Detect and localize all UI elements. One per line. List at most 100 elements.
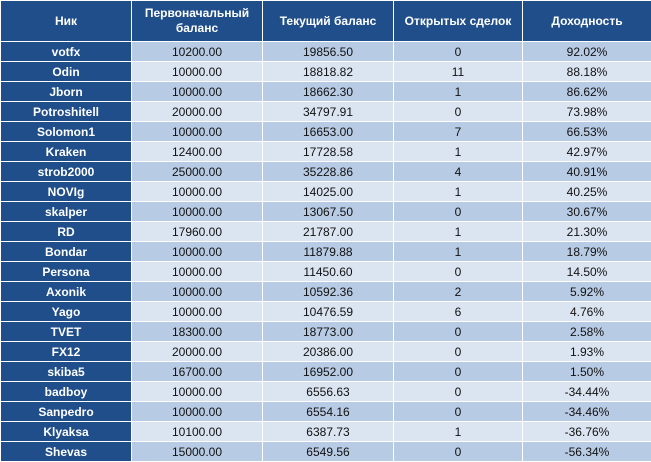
cell-initial-balance: 10000.00: [132, 382, 263, 402]
cell-return: 14.50%: [523, 262, 651, 282]
cell-open-trades: 0: [394, 322, 523, 342]
cell-open-trades: 0: [394, 102, 523, 122]
cell-nick: strob2000: [1, 162, 132, 182]
cell-return: 2.58%: [523, 322, 651, 342]
cell-open-trades: 0: [394, 362, 523, 382]
cell-return: 40.25%: [523, 182, 651, 202]
cell-return: 4.76%: [523, 302, 651, 322]
cell-nick: FX12: [1, 342, 132, 362]
cell-nick: votfx: [1, 42, 132, 62]
cell-current-balance: 6554.16: [263, 402, 394, 422]
cell-return: 73.98%: [523, 102, 651, 122]
cell-open-trades: 0: [394, 382, 523, 402]
cell-current-balance: 18818.82: [263, 62, 394, 82]
cell-nick: Axonik: [1, 282, 132, 302]
cell-open-trades: 1: [394, 422, 523, 442]
cell-current-balance: 13067.50: [263, 202, 394, 222]
cell-current-balance: 16952.00: [263, 362, 394, 382]
cell-current-balance: 6387.73: [263, 422, 394, 442]
cell-initial-balance: 10000.00: [132, 202, 263, 222]
cell-return: 1.93%: [523, 342, 651, 362]
cell-return: 30.67%: [523, 202, 651, 222]
cell-initial-balance: 10100.00: [132, 422, 263, 442]
cell-open-trades: 11: [394, 62, 523, 82]
cell-open-trades: 0: [394, 42, 523, 62]
cell-nick: Sanpedro: [1, 402, 132, 422]
cell-nick: NOVIg: [1, 182, 132, 202]
cell-initial-balance: 10000.00: [132, 122, 263, 142]
cell-nick: Bondar: [1, 242, 132, 262]
cell-current-balance: 6549.56: [263, 442, 394, 462]
cell-initial-balance: 17960.00: [132, 222, 263, 242]
cell-initial-balance: 15000.00: [132, 442, 263, 462]
cell-open-trades: 0: [394, 442, 523, 462]
cell-nick: Solomon1: [1, 122, 132, 142]
cell-current-balance: 14025.00: [263, 182, 394, 202]
cell-return: 88.18%: [523, 62, 651, 82]
cell-nick: Shevas: [1, 442, 132, 462]
cell-return: 42.97%: [523, 142, 651, 162]
cell-current-balance: 16653.00: [263, 122, 394, 142]
cell-current-balance: 10476.59: [263, 302, 394, 322]
cell-open-trades: 1: [394, 222, 523, 242]
cell-current-balance: 19856.50: [263, 42, 394, 62]
cell-return: 92.02%: [523, 42, 651, 62]
cell-initial-balance: 10000.00: [132, 262, 263, 282]
header-row: Ник Первоначальный баланс Текущий баланс…: [1, 1, 651, 42]
cell-nick: Jborn: [1, 82, 132, 102]
cell-return: 66.53%: [523, 122, 651, 142]
cell-nick: badboy: [1, 382, 132, 402]
cell-nick: TVET: [1, 322, 132, 342]
cell-open-trades: 6: [394, 302, 523, 322]
cell-initial-balance: 10000.00: [132, 62, 263, 82]
cell-initial-balance: 10000.00: [132, 182, 263, 202]
cell-open-trades: 1: [394, 182, 523, 202]
cell-return: 18.79%: [523, 242, 651, 262]
cell-initial-balance: 20000.00: [132, 342, 263, 362]
cell-return: 1.50%: [523, 362, 651, 382]
header-nick: Ник: [1, 1, 132, 42]
cell-current-balance: 35228.86: [263, 162, 394, 182]
cell-initial-balance: 20000.00: [132, 102, 263, 122]
cell-nick: RD: [1, 222, 132, 242]
cell-initial-balance: 12400.00: [132, 142, 263, 162]
cell-initial-balance: 10000.00: [132, 282, 263, 302]
cell-initial-balance: 18300.00: [132, 322, 263, 342]
cell-return: -36.76%: [523, 422, 651, 442]
cell-open-trades: 2: [394, 282, 523, 302]
cell-return: -56.34%: [523, 442, 651, 462]
cell-open-trades: 7: [394, 122, 523, 142]
header-return: Доходность: [523, 1, 651, 42]
cell-initial-balance: 16700.00: [132, 362, 263, 382]
cell-current-balance: 11450.60: [263, 262, 394, 282]
cell-return: 86.62%: [523, 82, 651, 102]
header-current-balance: Текущий баланс: [263, 1, 394, 42]
cell-return: -34.46%: [523, 402, 651, 422]
cell-current-balance: 34797.91: [263, 102, 394, 122]
cell-current-balance: 21787.00: [263, 222, 394, 242]
cell-nick: Kraken: [1, 142, 132, 162]
cell-return: 21.30%: [523, 222, 651, 242]
cell-open-trades: 0: [394, 202, 523, 222]
cell-current-balance: 10592.36: [263, 282, 394, 302]
cell-open-trades: 0: [394, 402, 523, 422]
